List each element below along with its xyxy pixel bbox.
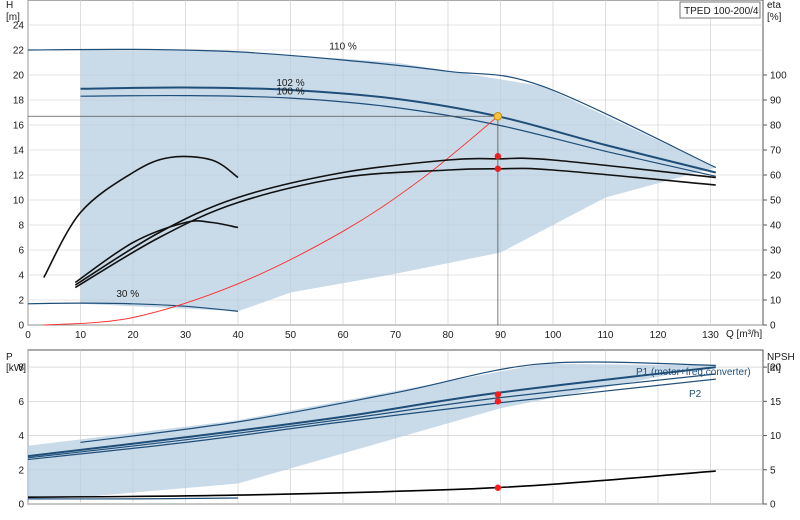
x-tick-label: 130 (702, 330, 719, 341)
x-tick-label: 10 (75, 330, 87, 341)
y2-tick-label: 20 (770, 363, 782, 374)
power-ticks: 0 2 4 6 8 0 5 10 15 20 (18, 363, 781, 511)
y-tick-label: 0 (18, 321, 24, 332)
x-tick-label: 60 (337, 330, 349, 341)
series-label: P1 (motor+freq.converter) (636, 367, 751, 378)
head-axis-unit: [m] (6, 12, 20, 23)
y-tick-label: 22 (13, 46, 25, 57)
y-tick-label: 20 (13, 71, 25, 82)
y2-tick-label: 0 (770, 500, 776, 511)
series-label: 102 % (276, 78, 304, 89)
series-line (43, 115, 499, 326)
y2-tick-label: 50 (770, 196, 782, 207)
x-tick-label: 80 (442, 330, 454, 341)
y-tick-label: 24 (13, 21, 25, 32)
flow-axis-label: Q [m³/h] (726, 329, 762, 340)
power-marks: P1 (motor+freq.converter) P2 (27, 361, 751, 500)
series-line (43, 155, 239, 278)
npsh-axis-label: NPSH (767, 352, 795, 363)
power-axis-unit: [kW] (6, 363, 26, 374)
series-label: 30 % (116, 289, 139, 300)
y2-tick-label: 10 (770, 431, 782, 442)
y-tick-label: 6 (18, 397, 24, 408)
y-tick-label: 18 (13, 96, 25, 107)
y-tick-label: 10 (13, 196, 25, 207)
head-ticks: 0246810121416182022240102030405060708090… (13, 21, 787, 342)
x-tick-label: 70 (390, 330, 402, 341)
eta-axis-unit: [%] (767, 12, 782, 23)
series-line (80, 361, 716, 443)
y2-tick-label: 5 (770, 465, 776, 476)
series-line (27, 302, 239, 312)
x-tick-label: 90 (495, 330, 507, 341)
x-tick-label: 0 (25, 330, 31, 341)
series-line (27, 48, 717, 169)
y-tick-label: 6 (18, 246, 24, 257)
y-tick-label: 2 (18, 465, 24, 476)
x-tick-label: 20 (127, 330, 139, 341)
series-line (27, 366, 716, 458)
operating-envelope (80, 50, 716, 312)
y2-tick-label: 20 (770, 271, 782, 282)
y2-tick-label: 10 (770, 296, 782, 307)
x-tick-label: 40 (232, 330, 244, 341)
head-marks: 110 % 102 %100 % 30 % (27, 42, 717, 504)
y2-tick-label: 80 (770, 121, 782, 132)
x-tick-label: 120 (650, 330, 667, 341)
y-tick-label: 16 (13, 121, 25, 132)
x-tick-label: 110 (598, 330, 614, 341)
x-tick-label: 100 (545, 330, 562, 341)
series-line (27, 373, 716, 459)
y2-tick-label: 40 (770, 221, 782, 232)
y-tick-label: 4 (18, 431, 24, 442)
y-tick-label: 8 (18, 363, 24, 374)
y-tick-label: 4 (18, 271, 24, 282)
series-line (27, 378, 716, 461)
eta-axis-label: eta (767, 0, 781, 11)
y-tick-label: 14 (13, 146, 25, 157)
npsh-axis-unit: [m] (767, 363, 781, 374)
series-label: 110 % (329, 42, 357, 53)
model-box (679, 1, 761, 19)
series-line (80, 86, 717, 174)
series-label: P2 (689, 389, 702, 400)
series-line (74, 220, 239, 284)
head-axis-label: H (6, 0, 13, 11)
head-panel: 110 %102 %100 %30 % 02468101214161820222… (6, 0, 787, 504)
x-tick-label: 30 (180, 330, 192, 341)
series-label: 100 % (276, 87, 304, 98)
y2-tick-label: 100 (770, 71, 787, 82)
series-line (27, 497, 239, 500)
y2-tick-label: 30 (770, 246, 782, 257)
operating-point (494, 391, 502, 398)
duty-point (493, 111, 503, 121)
power-axis-label: P (6, 352, 13, 363)
y-tick-label: 12 (13, 171, 25, 182)
operating-point (494, 398, 502, 405)
y2-tick-label: 0 (770, 321, 776, 332)
y-tick-label: 8 (18, 221, 24, 232)
series-line (80, 94, 716, 177)
y2-tick-label: 70 (770, 146, 782, 157)
series-line (27, 470, 716, 498)
y2-tick-label: 90 (770, 96, 782, 107)
operating-point (494, 484, 502, 491)
x-tick-label: 50 (285, 330, 297, 341)
series-line (74, 167, 716, 289)
y2-tick-label: 60 (770, 171, 782, 182)
chart-title: TPED 100-200/4 (684, 6, 759, 17)
y2-tick-label: 15 (770, 397, 782, 408)
y-tick-label: 0 (18, 500, 24, 511)
power-panel: P1 (motor+freq.converter) P2 0 2 4 6 8 0 5 10 15 2… (6, 349, 795, 511)
y-tick-label: 2 (18, 296, 24, 307)
